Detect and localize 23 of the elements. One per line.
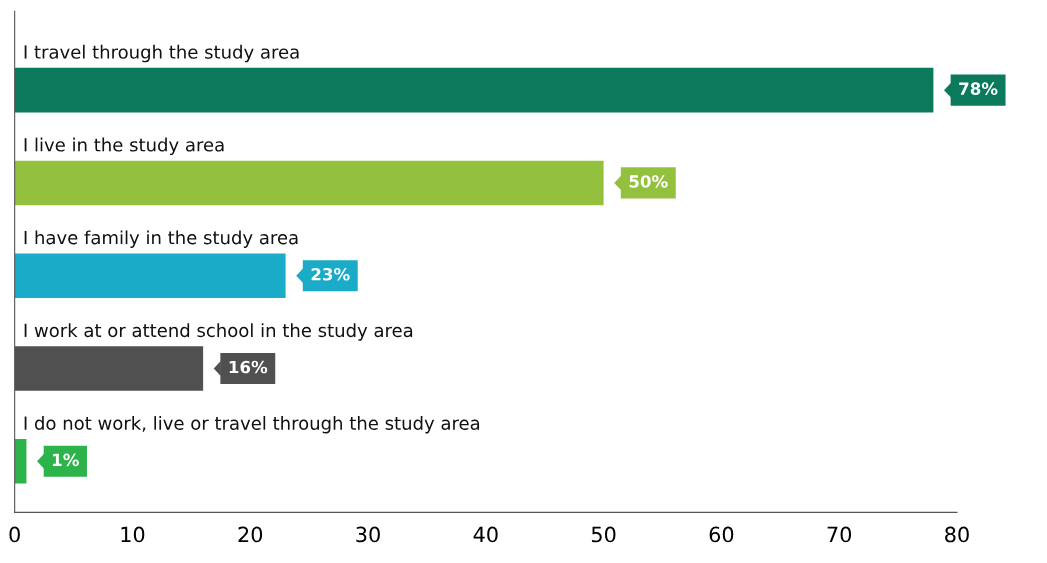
y-tick-label: I travel through the study area xyxy=(24,44,299,63)
data-label: 23% xyxy=(311,267,350,281)
x-tick-label: 0 xyxy=(9,526,20,543)
data-label: 50% xyxy=(629,175,668,188)
x-tick-label: 10 xyxy=(121,526,145,543)
bar xyxy=(14,160,604,206)
x-tick-label: 70 xyxy=(827,526,852,543)
bar xyxy=(14,67,934,113)
y-tick-label: I live in the study area xyxy=(24,137,224,156)
x-tick-label: 50 xyxy=(591,526,616,543)
x-tick-label: 80 xyxy=(945,526,969,543)
bar xyxy=(14,253,286,298)
data-label: 1% xyxy=(53,453,79,467)
bar xyxy=(14,439,27,484)
x-tick-label: 20 xyxy=(238,526,263,543)
y-tick-label: I have family in the study area xyxy=(24,230,298,248)
y-tick-label: I work at or attend school in the study area xyxy=(24,323,413,341)
x-tick-label: 40 xyxy=(473,526,498,543)
data-label: 16% xyxy=(229,360,268,374)
y-tick-label: I do not work, live or travel through the study area xyxy=(24,415,480,434)
x-tick-label: 30 xyxy=(356,526,380,543)
data-label: 78% xyxy=(959,82,998,95)
x-tick-label: 60 xyxy=(709,526,734,543)
